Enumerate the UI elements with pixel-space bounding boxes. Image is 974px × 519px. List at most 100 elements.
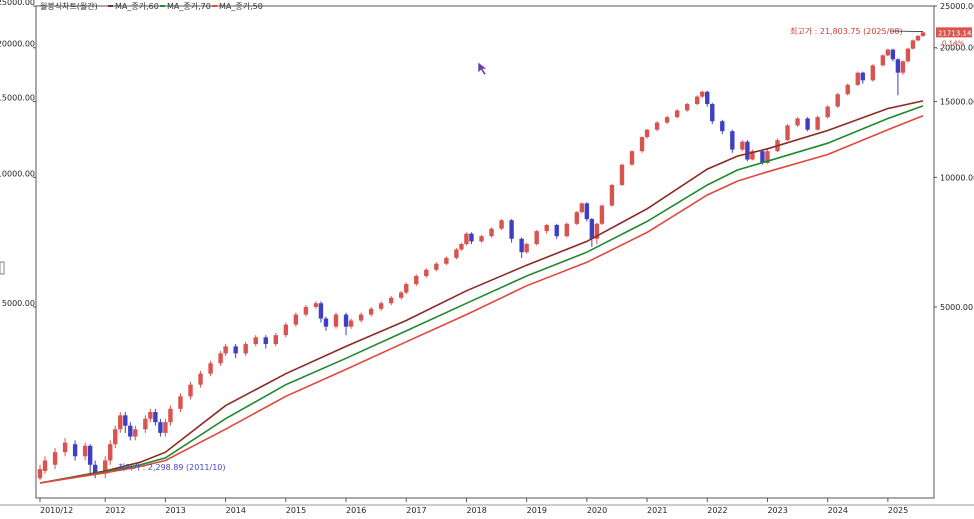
candle-body — [730, 131, 735, 150]
y-tick-label-right: 25000.00 — [940, 2, 974, 11]
candle — [434, 262, 439, 272]
candle — [133, 425, 138, 441]
candle-body — [890, 49, 896, 60]
candle-body — [62, 442, 68, 453]
candle-body — [42, 460, 48, 471]
candle-body — [750, 151, 755, 160]
candle-body — [82, 445, 88, 457]
x-tick-label: 2017 — [406, 506, 426, 515]
candle — [489, 227, 494, 238]
candle-body — [579, 203, 585, 213]
candle-body — [333, 314, 339, 327]
candle — [619, 163, 625, 186]
candle-body — [243, 344, 248, 354]
candle — [705, 90, 710, 107]
candle-body — [905, 48, 911, 62]
candle-body — [92, 464, 98, 474]
left-scroll-handle[interactable] — [0, 261, 5, 275]
candle — [273, 332, 278, 347]
candle-body — [108, 444, 113, 461]
candle — [469, 232, 474, 245]
candle — [424, 268, 429, 278]
candle-body — [454, 249, 459, 258]
candle-body — [554, 225, 559, 237]
plot-frame — [35, 5, 935, 499]
candle — [82, 442, 88, 461]
candle — [695, 95, 700, 106]
candle — [860, 71, 865, 84]
candle — [915, 35, 921, 42]
candle-body — [52, 452, 58, 465]
x-tick-label: 2025 — [888, 506, 908, 515]
x-tick-label: 2020 — [587, 506, 607, 515]
candle-body — [805, 118, 810, 130]
x-tick-label: 2016 — [346, 506, 366, 515]
candle — [158, 418, 163, 437]
x-tick-label: 2012 — [105, 506, 125, 515]
candle-body — [684, 104, 690, 111]
candle-body — [37, 469, 43, 479]
candle — [870, 64, 876, 82]
candle-body — [519, 238, 524, 253]
candle-body — [479, 236, 484, 242]
candle — [313, 301, 319, 309]
last-price-text: 21713.14 — [938, 29, 972, 37]
candle-body — [414, 276, 419, 285]
candle — [910, 39, 916, 50]
candle — [113, 425, 118, 449]
candle-body — [910, 40, 916, 49]
x-tick-label: 2018 — [466, 506, 486, 515]
candle-body — [223, 346, 228, 354]
candle — [564, 222, 569, 238]
candle — [534, 229, 539, 246]
candle-body — [434, 263, 439, 270]
candle — [629, 150, 635, 166]
candle — [644, 129, 650, 139]
candle-body — [509, 220, 514, 239]
candle-body — [233, 346, 238, 354]
candle — [499, 219, 504, 230]
candle-body — [218, 353, 223, 364]
candle — [855, 71, 860, 86]
candle-body — [293, 314, 299, 325]
candle — [62, 438, 68, 457]
candle — [283, 322, 289, 338]
candle-body — [885, 49, 891, 56]
candle-body — [860, 72, 865, 81]
candle-body — [378, 303, 384, 309]
candle — [459, 242, 464, 251]
candle-body — [158, 422, 163, 433]
candle-body — [629, 151, 635, 165]
candle — [188, 381, 193, 400]
candle — [519, 237, 524, 258]
candle — [845, 83, 850, 96]
candle-body — [143, 418, 148, 430]
y-tick-label-left: 10000.00 — [0, 169, 35, 178]
candle — [388, 296, 394, 306]
candle-body — [674, 110, 680, 118]
candle-body — [895, 59, 901, 73]
candle — [825, 105, 830, 119]
candle-body — [323, 318, 329, 327]
candle — [198, 371, 203, 388]
candle-body — [168, 408, 173, 423]
ma-line-3 — [39, 115, 924, 484]
candle — [92, 460, 98, 479]
candle — [730, 129, 735, 153]
candle-body — [855, 72, 860, 85]
candle-body — [368, 308, 374, 315]
candle-body — [148, 412, 153, 419]
candle-body — [765, 151, 770, 163]
x-tick-label: 2015 — [286, 506, 306, 515]
candle-body — [72, 444, 78, 457]
candle — [890, 48, 896, 62]
candle — [52, 448, 58, 470]
candle-body — [87, 445, 93, 465]
x-tick-label: 2010/12 — [40, 506, 73, 515]
candle-body — [825, 106, 830, 118]
candle — [745, 140, 750, 162]
candle-body — [178, 396, 183, 409]
y-tick-label-right: 5000.00 — [940, 303, 973, 312]
